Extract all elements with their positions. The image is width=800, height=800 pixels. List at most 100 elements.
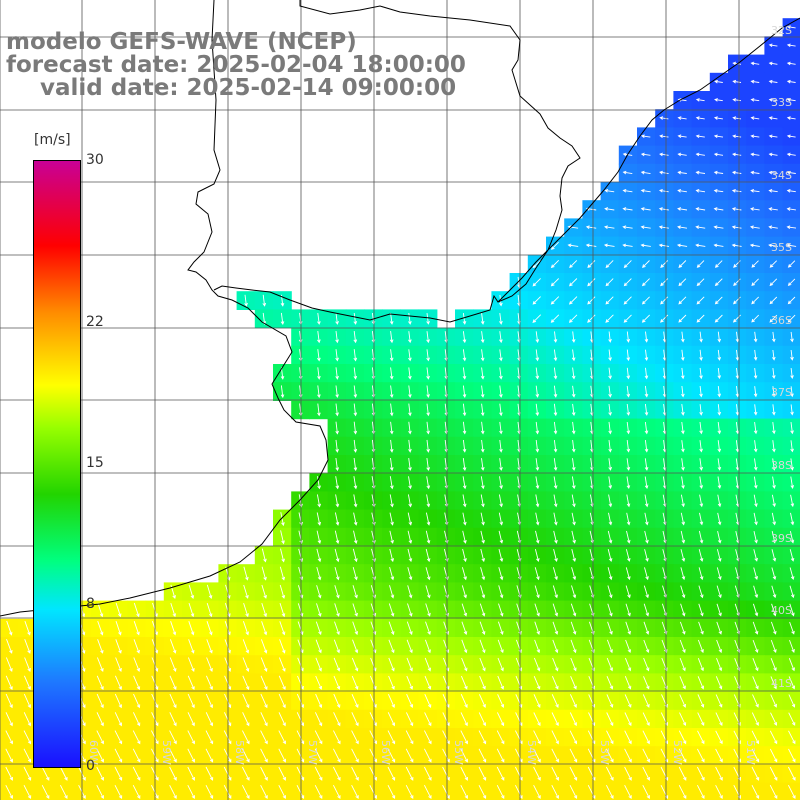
wind-arrow <box>278 784 286 800</box>
wind-arrow <box>369 784 377 800</box>
wind-arrow <box>677 116 687 120</box>
wind-arrow <box>480 530 485 544</box>
wind-arrow <box>426 331 430 344</box>
wind-arrow <box>626 349 631 362</box>
wind-arrow <box>735 422 740 435</box>
wind-arrow <box>389 385 394 399</box>
wind-arrow <box>678 748 687 763</box>
latitude-label: 35S <box>771 241 792 254</box>
wind-arrow <box>23 712 32 727</box>
wind-arrow <box>478 766 487 781</box>
wind-arrow <box>790 512 795 526</box>
wind-arrow <box>478 784 487 800</box>
wind-arrow <box>132 748 141 763</box>
wind-arrow <box>279 639 286 654</box>
wind-arrow <box>750 188 760 193</box>
wind-arrow <box>426 494 431 508</box>
wind-arrow <box>753 476 758 489</box>
wind-arrow <box>316 548 322 563</box>
wind-arrow <box>715 730 723 745</box>
wind-arrow <box>552 603 559 617</box>
wind-arrow <box>608 403 612 416</box>
wind-arrow <box>626 331 631 343</box>
wind-arrow <box>353 421 358 435</box>
wind-arrow <box>790 404 794 416</box>
wind-arrow <box>772 349 776 361</box>
wind-arrow <box>23 784 32 800</box>
wind-arrow <box>353 494 358 508</box>
wind-arrow <box>496 748 505 763</box>
wind-arrow <box>553 548 558 563</box>
wind-arrow <box>205 675 213 691</box>
wind-arrow <box>462 403 467 417</box>
wind-arrow <box>480 367 485 380</box>
wind-arrow <box>753 368 758 380</box>
wind-arrow <box>462 476 467 490</box>
wind-arrow <box>660 260 669 268</box>
wind-arrow <box>462 349 467 362</box>
wind-arrow <box>132 712 141 727</box>
latitude-label: 41S <box>771 677 792 690</box>
wind-arrow <box>242 693 250 709</box>
wind-arrow <box>699 512 704 526</box>
wind-speed-cell <box>782 673 800 693</box>
wind-arrow <box>717 531 722 544</box>
wind-arrow <box>496 712 505 727</box>
wind-arrow <box>624 694 632 708</box>
wind-arrow <box>114 784 123 800</box>
wind-arrow <box>316 585 322 599</box>
wind-arrow <box>462 512 467 526</box>
wind-arrow <box>752 694 759 708</box>
wind-arrow <box>731 170 742 175</box>
wind-arrow <box>640 134 651 139</box>
wind-arrow <box>753 331 758 343</box>
wind-arrow <box>643 603 650 617</box>
wind-arrow <box>41 766 50 781</box>
wind-arrow <box>680 494 685 508</box>
wind-arrow <box>731 225 742 229</box>
wind-arrow <box>790 458 794 471</box>
wind-arrow <box>187 766 195 781</box>
wind-arrow <box>732 79 742 84</box>
wind-arrow <box>353 312 358 325</box>
wind-arrow <box>335 457 340 472</box>
wind-arrow <box>587 296 596 305</box>
wind-arrow <box>643 585 649 599</box>
wind-arrow <box>296 730 305 745</box>
wind-arrow <box>750 79 760 84</box>
wind-arrow <box>407 512 413 526</box>
wind-arrow <box>681 331 685 343</box>
wind-arrow <box>242 621 249 636</box>
wind-arrow <box>681 440 685 453</box>
wind-arrow <box>499 294 503 307</box>
wind-arrow <box>681 367 685 380</box>
wind-arrow <box>658 207 669 211</box>
wind-arrow <box>623 260 632 269</box>
wind-arrow <box>332 730 341 745</box>
wind-arrow <box>169 766 177 781</box>
wind-arrow <box>478 730 487 745</box>
wind-arrow <box>5 693 13 709</box>
wind-arrow <box>133 657 141 672</box>
wind-arrow <box>369 730 377 745</box>
wind-arrow <box>606 676 614 690</box>
wind-arrow <box>769 314 778 323</box>
wind-speed-cell <box>782 746 800 765</box>
wind-arrow <box>551 712 559 727</box>
wind-arrow <box>241 784 250 800</box>
wind-arrow <box>786 188 796 193</box>
wind-arrow <box>790 386 794 398</box>
wind-arrow <box>369 766 377 781</box>
wind-arrow <box>334 530 340 545</box>
wind-arrow <box>770 712 778 726</box>
wind-arrow <box>716 621 722 635</box>
wind-arrow <box>624 712 632 727</box>
wind-arrow <box>641 314 651 323</box>
wind-arrow <box>732 134 742 139</box>
wind-arrow <box>242 639 250 654</box>
wind-arrow <box>550 314 560 323</box>
wind-arrow <box>480 331 485 344</box>
wind-arrow <box>462 494 467 508</box>
wind-arrow <box>660 278 669 287</box>
wind-arrow <box>532 296 541 305</box>
